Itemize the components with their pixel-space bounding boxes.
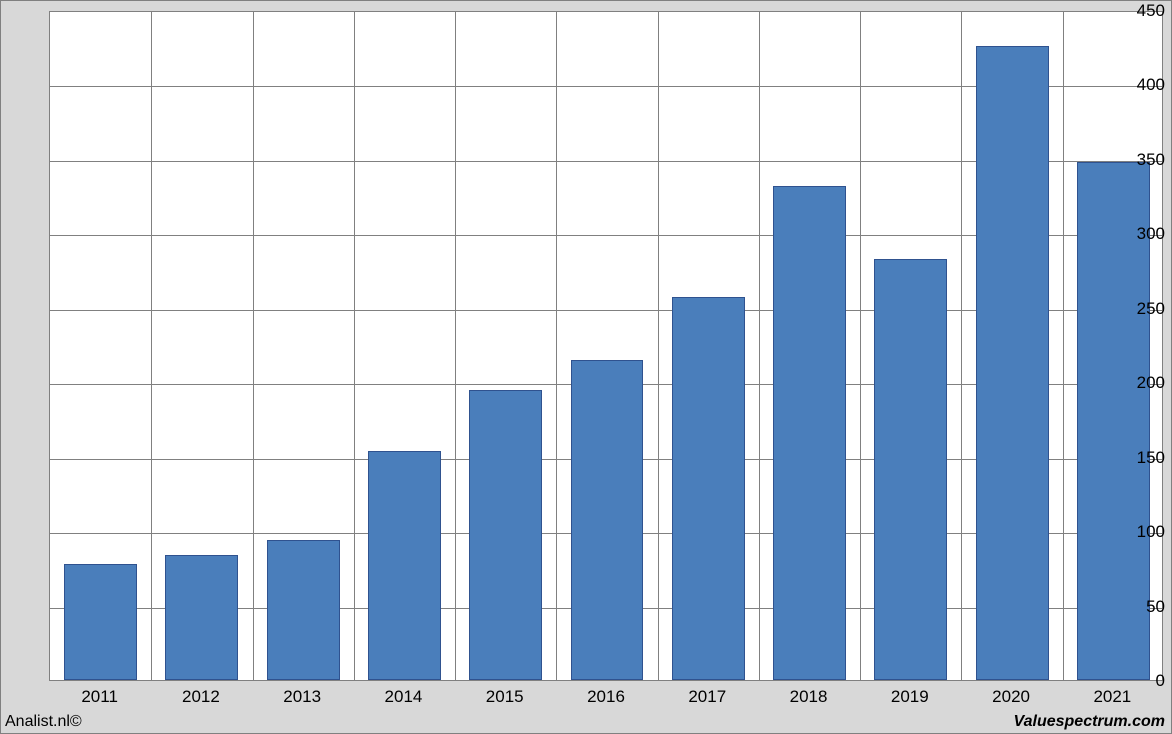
gridline-v	[1063, 12, 1064, 680]
x-tick-label: 2016	[587, 687, 625, 707]
y-tick-label: 250	[1123, 299, 1171, 319]
x-tick-label: 2012	[182, 687, 220, 707]
gridline-v	[860, 12, 861, 680]
x-tick-label: 2015	[486, 687, 524, 707]
x-tick-label: 2017	[688, 687, 726, 707]
bar	[469, 390, 542, 680]
x-tick-label: 2019	[891, 687, 929, 707]
gridline-v	[151, 12, 152, 680]
y-tick-label: 200	[1123, 373, 1171, 393]
gridline-v	[658, 12, 659, 680]
x-tick-label: 2020	[992, 687, 1030, 707]
gridline-v	[354, 12, 355, 680]
bar	[773, 186, 846, 680]
y-tick-label: 150	[1123, 448, 1171, 468]
x-tick-label: 2013	[283, 687, 321, 707]
gridline-v	[253, 12, 254, 680]
footer-left-credit: Analist.nl©	[5, 713, 82, 731]
y-tick-label: 100	[1123, 522, 1171, 542]
x-tick-label: 2021	[1093, 687, 1131, 707]
gridline-v	[455, 12, 456, 680]
bar	[368, 451, 441, 680]
plot-area	[49, 11, 1163, 681]
gridline-v	[759, 12, 760, 680]
footer-right-credit: Valuespectrum.com	[1014, 713, 1165, 731]
chart-frame: 050100150200250300350400450 201120122013…	[0, 0, 1172, 734]
x-tick-label: 2011	[81, 687, 118, 707]
y-tick-label: 50	[1123, 597, 1171, 617]
y-tick-label: 350	[1123, 150, 1171, 170]
y-tick-label: 300	[1123, 224, 1171, 244]
bar	[571, 360, 644, 680]
bar	[267, 540, 340, 680]
bar	[874, 259, 947, 680]
x-tick-label: 2014	[385, 687, 423, 707]
gridline-v	[556, 12, 557, 680]
gridline-v	[961, 12, 962, 680]
bar	[976, 46, 1049, 680]
y-tick-label: 400	[1123, 75, 1171, 95]
x-tick-label: 2018	[790, 687, 828, 707]
bar	[64, 564, 137, 680]
bar	[165, 555, 238, 680]
y-tick-label: 450	[1123, 1, 1171, 21]
bar	[672, 297, 745, 680]
